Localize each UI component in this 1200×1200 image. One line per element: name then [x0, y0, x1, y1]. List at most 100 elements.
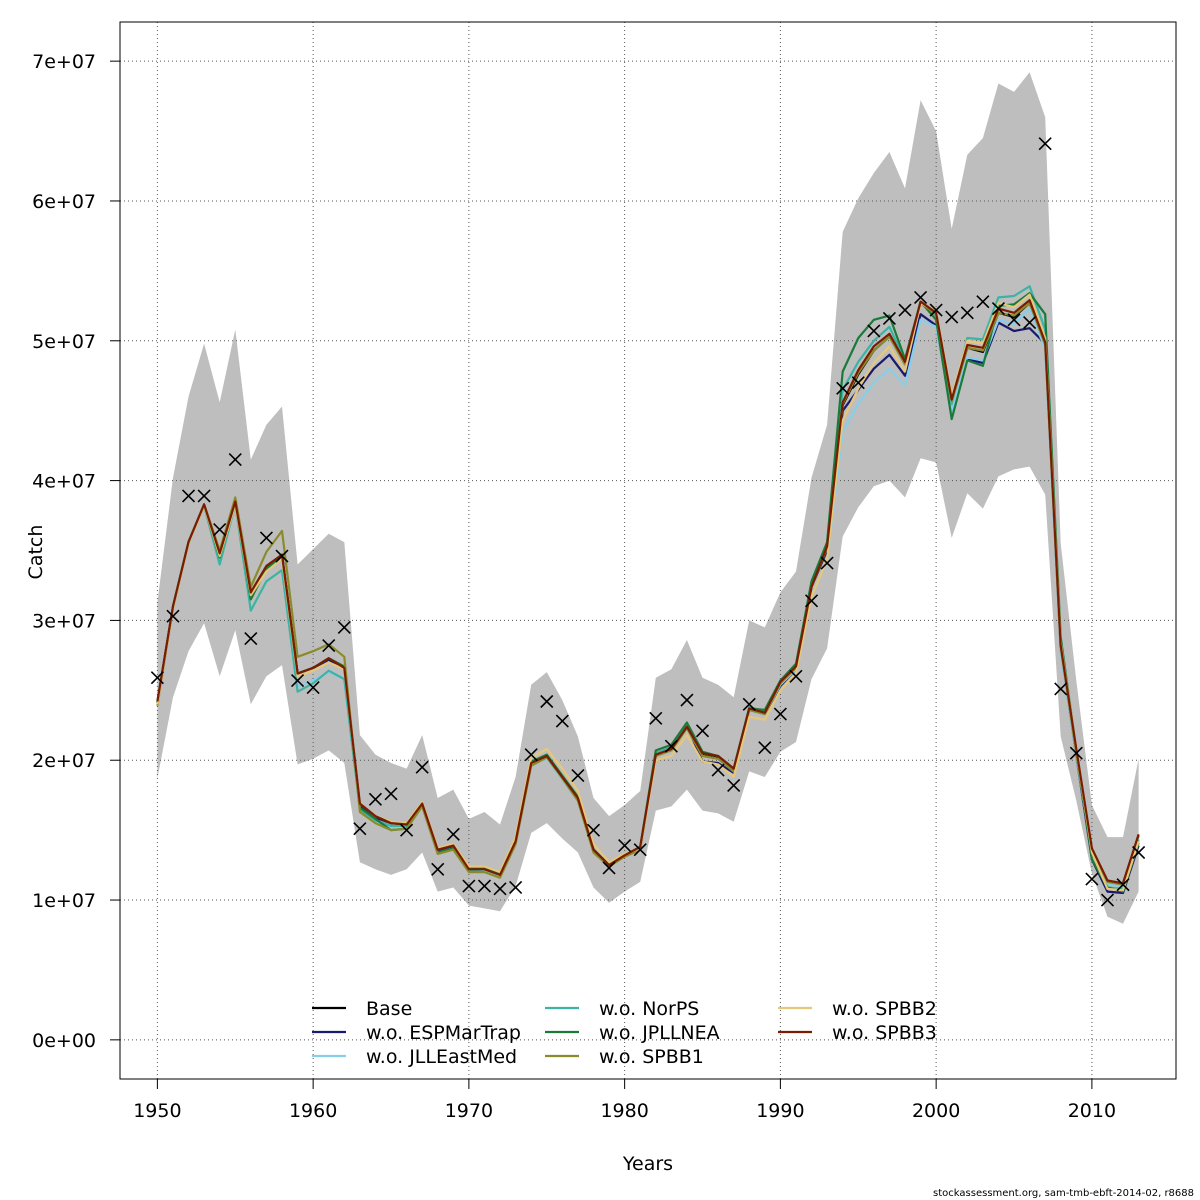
x-tick-label: 1950	[133, 1100, 181, 1122]
x-tick-label: 2010	[1068, 1100, 1116, 1122]
x-tick-label: 1960	[289, 1100, 337, 1122]
observed-point	[353, 822, 367, 836]
observed-point	[1116, 878, 1130, 892]
observed-point	[742, 697, 756, 711]
observed-point	[960, 306, 974, 320]
observed-point	[914, 290, 928, 305]
observed-point	[929, 303, 943, 317]
observed-point	[727, 778, 741, 792]
confidence-band	[157, 72, 1139, 924]
y-axis: 0e+00 1e+07 2e+07 3e+07 4e+07 5e+07 6e+07 7e+07	[32, 51, 121, 1052]
observed-point	[680, 693, 694, 707]
legend-label-6: w.o. SPBB2	[832, 998, 937, 1020]
x-tick-label: 1970	[445, 1100, 493, 1122]
observed-point	[400, 823, 414, 837]
observed-point	[711, 763, 725, 777]
observed-point	[571, 769, 585, 783]
observed-point	[586, 823, 601, 837]
observed-point	[446, 827, 460, 841]
y-tick-label: 6e+07	[32, 191, 96, 213]
observed-point	[1023, 316, 1037, 330]
series-line-7	[156, 299, 1140, 885]
x-tick-label: 2000	[912, 1100, 960, 1122]
observed-point	[259, 531, 273, 545]
y-tick-label: 2e+07	[32, 750, 96, 772]
y-tick-label: 5e+07	[32, 331, 96, 353]
x-axis: 1950 1960 1970 1980 1990 2000 2010	[133, 1078, 1116, 1122]
legend-label-2: w.o. JLLEastMed	[366, 1046, 517, 1068]
x-tick-label: 1990	[756, 1100, 804, 1122]
observed-point	[1038, 137, 1052, 151]
observed-point	[1100, 893, 1115, 907]
observed-point	[524, 748, 538, 762]
observed-point	[649, 711, 663, 725]
grid-layer	[120, 22, 1176, 1079]
legend-label-7: w.o. SPBB3	[832, 1022, 937, 1044]
legend-label-5: w.o. SPBB1	[599, 1046, 704, 1068]
observed-point	[633, 843, 647, 857]
observed-point	[1069, 746, 1083, 760]
observed-point	[1132, 845, 1146, 860]
observed-point	[415, 760, 429, 774]
legend-label-1: w.o. ESPMarTrap	[366, 1022, 521, 1044]
observed-point	[244, 632, 258, 646]
legend-label-4: w.o. JPLLNEA	[599, 1022, 720, 1044]
observed-point	[213, 522, 227, 537]
observed-point	[322, 639, 336, 653]
observed-catch-layer	[150, 137, 1146, 907]
observed-point	[275, 549, 289, 563]
observed-point	[664, 739, 678, 753]
legend-label-3: w.o. NorPS	[599, 998, 699, 1020]
observed-point	[695, 724, 710, 738]
observed-point	[368, 792, 382, 806]
observed-point	[1085, 872, 1099, 886]
observed-point	[618, 838, 632, 853]
observed-point	[758, 741, 772, 755]
x-axis-label: Years	[622, 1153, 673, 1175]
observed-point	[1007, 313, 1021, 327]
y-tick-label: 1e+07	[32, 890, 96, 912]
confidence-band-layer	[157, 72, 1139, 924]
y-tick-label: 0e+00	[32, 1030, 96, 1052]
observed-point	[197, 489, 211, 503]
footer-note: stockassessment.org, sam-tmb-ebft-2014-0…	[933, 1188, 1194, 1199]
legend-label-0: Base	[366, 998, 412, 1020]
observed-point	[1054, 682, 1068, 696]
observed-point	[867, 324, 881, 338]
observed-point	[462, 879, 476, 893]
observed-point	[384, 787, 398, 801]
observed-point	[477, 879, 492, 893]
observed-point	[602, 861, 616, 875]
x-tick-label: 1980	[600, 1100, 648, 1122]
observed-point	[773, 707, 787, 721]
observed-point	[493, 882, 507, 896]
observed-point	[150, 671, 164, 685]
observed-point	[804, 594, 819, 608]
observed-point	[976, 295, 990, 309]
observed-point	[431, 862, 445, 876]
y-tick-label: 7e+07	[32, 51, 96, 73]
observed-point	[851, 376, 865, 390]
observed-point	[181, 489, 196, 503]
observed-point	[166, 609, 180, 623]
y-axis-label: Catch	[25, 525, 47, 580]
observed-point	[290, 673, 305, 688]
observed-point	[509, 880, 523, 895]
y-tick-label: 4e+07	[32, 471, 96, 493]
observed-point	[945, 310, 959, 324]
observed-point	[540, 694, 554, 709]
observed-point	[228, 453, 242, 467]
observed-point	[306, 680, 320, 695]
observed-point	[898, 303, 912, 317]
observed-point	[555, 714, 569, 728]
observed-point	[337, 620, 351, 634]
observed-point	[991, 302, 1006, 316]
observed-point	[882, 311, 896, 325]
y-tick-label: 3e+07	[32, 610, 96, 632]
observed-point	[820, 556, 834, 570]
observed-point	[789, 669, 803, 683]
observed-point	[836, 381, 850, 395]
series-layer	[156, 285, 1140, 895]
